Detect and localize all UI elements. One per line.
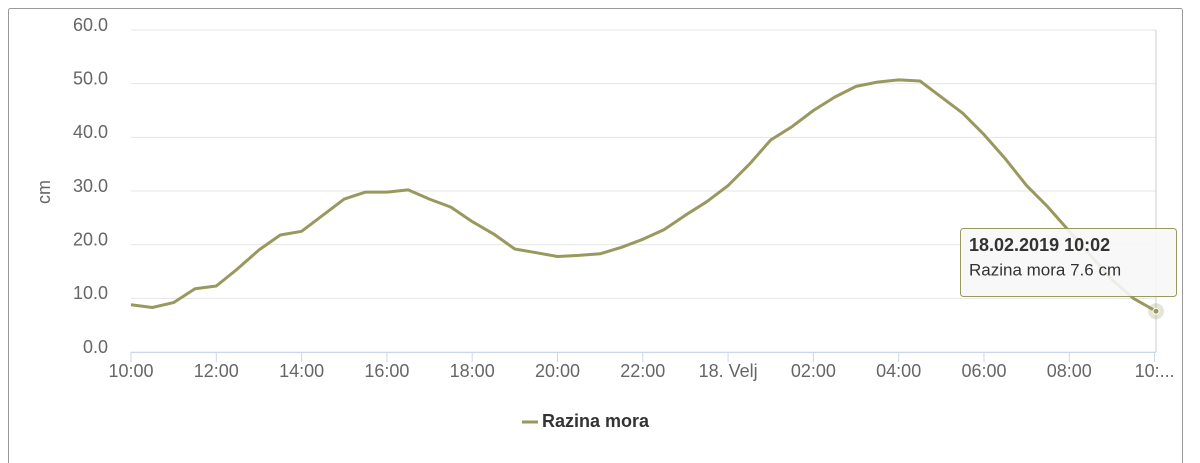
x-tick-label: 12:00	[194, 361, 239, 381]
y-tick-label: 10.0	[73, 283, 108, 303]
legend-label: Razina mora	[542, 411, 650, 431]
x-tick-label: 02:00	[791, 361, 836, 381]
y-tick-label: 20.0	[73, 229, 108, 249]
y-tick-label: 60.0	[73, 15, 108, 35]
y-tick-label: 50.0	[73, 68, 108, 88]
x-tick-label: 14:00	[279, 361, 324, 381]
x-tick-label: 16:00	[364, 361, 409, 381]
axes: 0.0 10.0 20.0 30.0 40.0 50.0 60.0 10:00 12:00 14:…	[73, 15, 1175, 381]
tooltip: 18.02.2019 10:02 Razina mora 7.6 cm	[960, 228, 1177, 297]
x-tick-label: 20:00	[535, 361, 580, 381]
tooltip-text: Razina mora 7.6 cm	[969, 260, 1121, 279]
x-tick-label: 08:00	[1047, 361, 1092, 381]
x-tick-label: 10:00	[108, 361, 153, 381]
tooltip-title: 18.02.2019 10:02	[969, 235, 1110, 255]
x-tick-label: 06:00	[961, 361, 1006, 381]
series-line	[130, 78, 1157, 313]
x-tick-label: 04:00	[876, 361, 921, 381]
x-tick-label: 22:00	[620, 361, 665, 381]
y-tick-label: 40.0	[73, 122, 108, 142]
x-tick-label: 10:...	[1135, 361, 1175, 381]
y-axis-label: cm	[34, 180, 54, 204]
x-tick-label: 18:00	[450, 361, 495, 381]
plot: 18.02.2019 10:02 Razina mora 7.6 cm	[130, 30, 1177, 352]
legend-item[interactable]: Razina mora	[522, 411, 650, 431]
tooltip-box	[960, 228, 1177, 297]
y-tick-label: 0.0	[83, 337, 108, 357]
x-tick-label: 18. Velj	[699, 361, 758, 381]
hover-point[interactable]	[1152, 307, 1160, 315]
y-tick-label: 30.0	[73, 176, 108, 196]
chart-frame	[8, 8, 1183, 463]
